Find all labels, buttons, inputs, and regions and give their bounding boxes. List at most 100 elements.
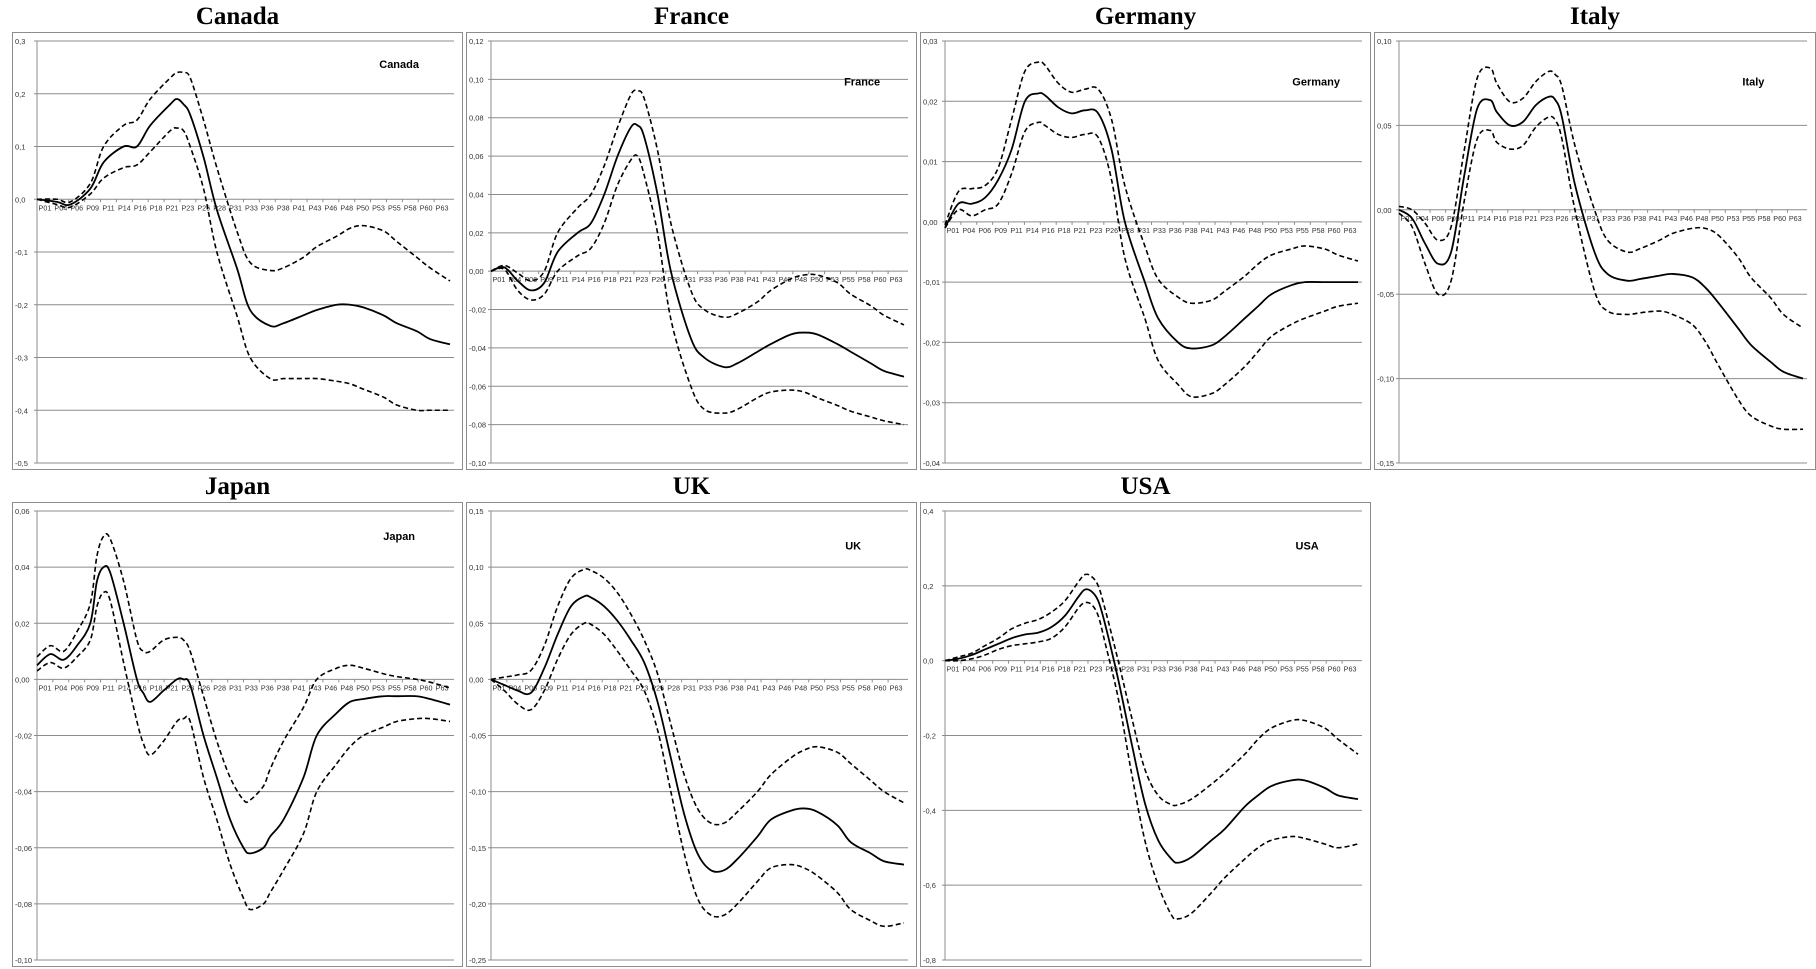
series-line-confidence-band-1 (944, 60, 1359, 305)
x-tick-label: P48 (794, 683, 807, 692)
series-line-confidence-band-2 (36, 127, 450, 412)
y-tick-label: -0,06 (469, 382, 486, 391)
y-tick-label: -0,06 (15, 844, 32, 853)
x-tick-label: P43 (1217, 665, 1230, 674)
x-tick-label: P50 (1264, 665, 1277, 674)
x-tick-label: P16 (588, 275, 601, 284)
y-tick-label: -0,03 (923, 399, 940, 408)
x-tick-label: P01 (39, 203, 52, 212)
chart-title: Germany (1094, 3, 1197, 30)
y-tick-label: -0,4 (923, 806, 936, 815)
series-line-confidence-band-2 (944, 601, 1359, 921)
x-tick-label: P01 (947, 226, 960, 235)
y-tick-label: 0,04 (15, 563, 30, 572)
x-tick-label: P46 (778, 683, 791, 692)
x-tick-label: P36 (1618, 214, 1631, 223)
x-tick-label: P43 (763, 275, 776, 284)
x-tick-label: P36 (1169, 665, 1182, 674)
x-tick-label: P41 (1201, 665, 1214, 674)
x-tick-label: P50 (1264, 226, 1277, 235)
x-tick-label: P33 (1153, 665, 1166, 674)
chart-svg: 0,06 0,04 0,02 0,00 -0,02 -0,04 -0,06 -0,08 -0,1… (15, 507, 454, 965)
chart-panel-uk: UK 0,15 0,10 0,05 0,00 -0,05 -0,10 -0,15 -0,20 -0… (466, 472, 917, 969)
x-tick-label: P06 (70, 203, 83, 212)
y-tick-label: -0,04 (923, 459, 940, 468)
x-tick-label: P28 (213, 203, 226, 212)
x-tick-label: P55 (1296, 665, 1309, 674)
y-tick-label: 0,06 (15, 507, 30, 516)
series-line-confidence-band-1 (36, 71, 451, 282)
x-tick-label: P63 (890, 275, 903, 284)
y-tick-label: 0,2 (923, 582, 933, 591)
x-tick-label: P36 (261, 203, 274, 212)
x-tick-label: P11 (102, 683, 114, 692)
x-tick-label: P38 (731, 683, 744, 692)
x-tick-label: P04 (962, 226, 975, 235)
plot-area: 0,15 0,10 0,05 0,00 -0,05 -0,10 -0,15 -0,20 -0,2… (466, 502, 917, 967)
x-tick-label: P58 (404, 203, 417, 212)
x-tick-label: P33 (699, 275, 712, 284)
x-tick-label: P11 (1463, 214, 1475, 223)
y-tick-label: 0,03 (923, 37, 938, 46)
y-tick-label: -0,02 (15, 732, 32, 741)
series-line-estimate (944, 588, 1359, 864)
y-tick-label: -0,6 (923, 881, 936, 890)
plot-area: 0,3 0,2 0,1 0,0 -0,1 -0,2 -0,3 -0,4 -0,5 P01 P04 P0… (12, 32, 463, 470)
x-tick-label: P01 (947, 665, 960, 674)
series-line-confidence-band-2 (36, 590, 451, 911)
y-tick-label: -0,1 (15, 248, 28, 257)
legend-label: Japan (383, 531, 415, 543)
x-tick-label: P50 (356, 683, 369, 692)
x-tick-label: P53 (372, 683, 385, 692)
x-tick-label: P16 (1494, 214, 1507, 223)
x-tick-label: P23 (182, 683, 195, 692)
x-tick-label: P41 (293, 203, 306, 212)
y-tick-label: 0,0 (15, 195, 25, 204)
x-tick-label: P46 (778, 275, 791, 284)
x-tick-label: P60 (420, 203, 433, 212)
series-line-estimate (490, 594, 905, 873)
x-tick-label: P33 (245, 203, 258, 212)
x-tick-label: P60 (1328, 665, 1341, 674)
x-tick-label: P04 (54, 683, 67, 692)
x-tick-label: P11 (102, 203, 114, 212)
x-tick-label: P26 (1105, 226, 1118, 235)
x-tick-label: P21 (620, 683, 633, 692)
chart-panel-usa: USA 0,4 0,2 0,0 -0,2 -0,4 -0,6 -0,8 P01 P04 P06 P09… (920, 472, 1371, 969)
series-line-confidence-band-2 (1398, 115, 1804, 431)
x-tick-label: P33 (245, 683, 258, 692)
x-tick-label: P21 (620, 275, 633, 284)
x-tick-label: P33 (1602, 214, 1615, 223)
x-tick-label: P41 (1201, 226, 1214, 235)
x-tick-label: P43 (309, 203, 322, 212)
x-tick-label: P28 (1571, 214, 1584, 223)
x-tick-label: P01 (493, 683, 506, 692)
x-tick-label: P18 (1058, 665, 1071, 674)
y-tick-label: -0,15 (469, 844, 486, 853)
y-tick-label: -0,02 (923, 338, 940, 347)
y-tick-label: 0,10 (469, 75, 484, 84)
y-tick-label: 0,15 (469, 507, 484, 516)
legend-label: France (844, 76, 880, 88)
y-tick-label: -0,2 (15, 301, 28, 310)
x-tick-label: P60 (420, 683, 433, 692)
x-tick-label: P41 (1649, 214, 1662, 223)
x-tick-label: P28 (1121, 665, 1134, 674)
x-tick-label: P23 (636, 683, 649, 692)
y-tick-label: 0,02 (469, 229, 484, 238)
x-tick-label: P48 (1248, 665, 1261, 674)
legend-label: Italy (1742, 76, 1765, 88)
x-tick-label: P58 (1758, 214, 1771, 223)
y-tick-label: -0,10 (469, 788, 486, 797)
x-tick-label: P14 (118, 203, 131, 212)
y-tick-label: 0,05 (1377, 121, 1392, 130)
x-tick-label: P26 (197, 203, 210, 212)
x-tick-label: P41 (747, 275, 760, 284)
x-tick-label: P23 (1090, 226, 1103, 235)
y-tick-label: 0,4 (923, 507, 933, 516)
x-tick-label: P14 (572, 275, 585, 284)
x-tick-label: P16 (1042, 665, 1055, 674)
x-tick-label: P55 (842, 683, 855, 692)
x-tick-label: P46 (324, 203, 337, 212)
